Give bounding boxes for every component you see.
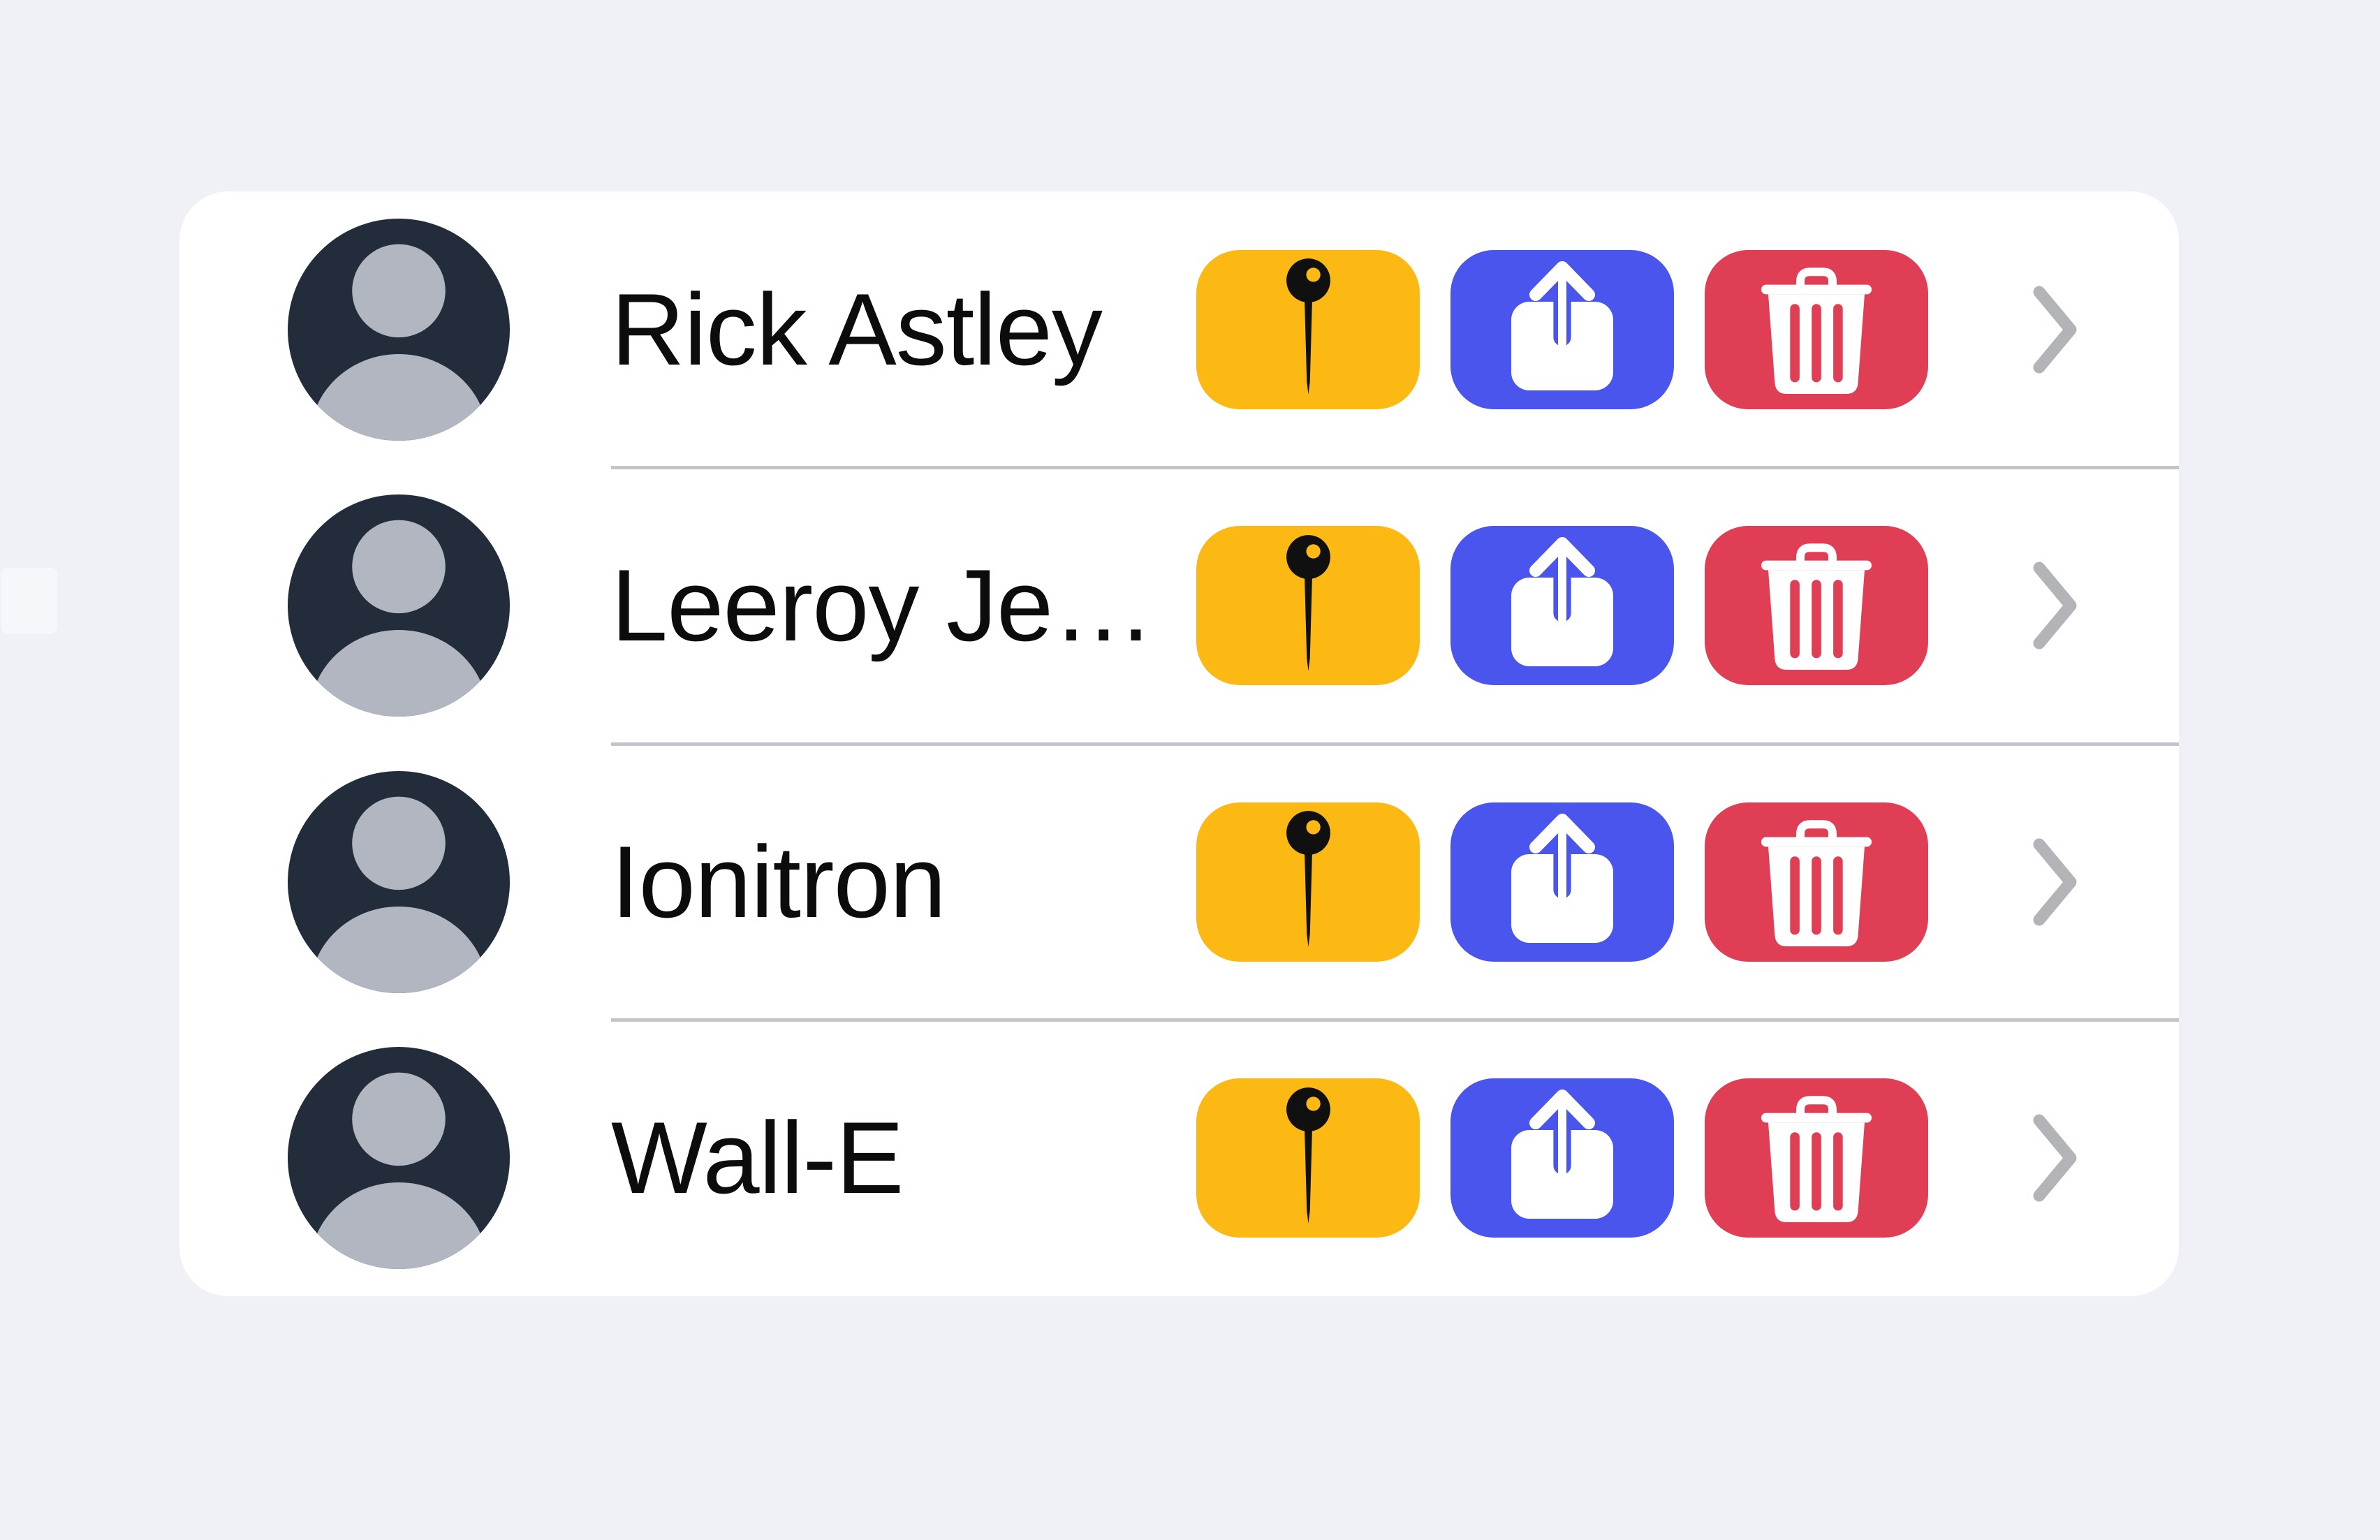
share-upload-icon [1511,1090,1613,1219]
chevron-right-icon[interactable] [2032,1113,2078,1203]
contact-name: Leeroy Je… [611,548,1154,663]
delete-button[interactable] [1705,802,1928,962]
chevron-right-icon[interactable] [2032,837,2078,927]
contact-name: Wall-E [611,1101,904,1215]
contact-row: Wall-E [179,1018,2179,1297]
row-actions [1196,526,1928,686]
trash-icon [1761,267,1872,394]
share-button[interactable] [1450,802,1674,962]
pin-button[interactable] [1196,802,1420,962]
person-icon [288,218,510,441]
avatar [288,494,510,717]
contact-list-card: Rick Astley [179,191,2179,1296]
contact-name: Ionitron [611,824,946,939]
pin-icon [1286,1087,1330,1224]
trash-icon [1761,1096,1872,1223]
chevron-right-icon[interactable] [2032,560,2078,651]
contact-row: Rick Astley [179,191,2179,468]
avatar [288,1047,510,1270]
pin-icon [1286,534,1330,671]
delete-button[interactable] [1705,249,1928,409]
avatar [288,218,510,441]
person-icon [288,770,510,993]
share-button[interactable] [1450,526,1674,686]
contact-row: Ionitron [179,742,2179,1020]
person-icon [288,1047,510,1270]
share-upload-icon [1511,813,1613,943]
share-upload-icon [1511,261,1613,390]
row-actions [1196,802,1928,962]
row-actions [1196,249,1928,409]
background-artifact [1,568,57,634]
pin-icon [1286,258,1330,395]
trash-icon [1761,820,1872,946]
share-button[interactable] [1450,249,1674,409]
pin-button[interactable] [1196,1078,1420,1238]
chevron-right-icon[interactable] [2032,284,2078,375]
contact-row: Leeroy Je… [179,466,2179,745]
person-icon [288,494,510,717]
delete-button[interactable] [1705,526,1928,686]
pin-icon [1286,811,1330,948]
row-actions [1196,1078,1928,1238]
contact-name: Rick Astley [611,272,1103,386]
share-upload-icon [1511,537,1613,667]
share-button[interactable] [1450,1078,1674,1238]
trash-icon [1761,543,1872,670]
pin-button[interactable] [1196,249,1420,409]
delete-button[interactable] [1705,1078,1928,1238]
pin-button[interactable] [1196,526,1420,686]
avatar [288,770,510,993]
